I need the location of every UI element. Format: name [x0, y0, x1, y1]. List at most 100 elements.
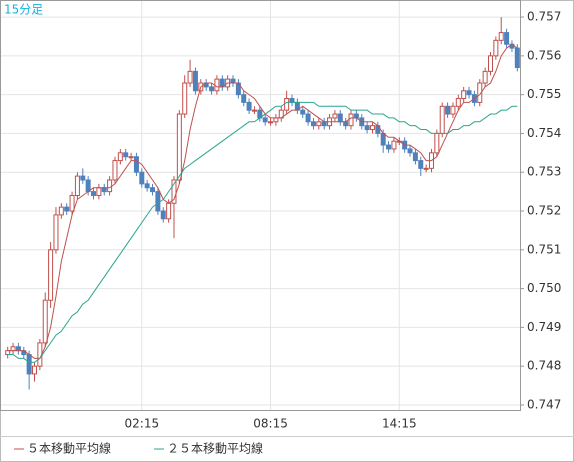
candle-body	[455, 98, 461, 107]
legend-label: ５本移動平均線	[27, 441, 111, 456]
candle-body	[412, 152, 418, 162]
y-tick-label: 0.751	[527, 242, 561, 256]
candle-body	[209, 86, 215, 92]
candle-body	[407, 148, 413, 154]
candle-body	[230, 78, 236, 84]
candle-body	[348, 113, 354, 127]
candle-body	[166, 202, 172, 220]
candle-body	[58, 206, 64, 216]
candle-body	[310, 121, 316, 127]
candle-body	[80, 175, 86, 181]
candle-body	[305, 113, 311, 123]
candle-body	[48, 249, 54, 301]
candle-body	[101, 187, 107, 193]
candle-body	[112, 160, 118, 181]
candle-body	[466, 90, 472, 96]
candle-body	[332, 113, 338, 119]
candle-body	[461, 90, 467, 100]
plot-frame	[0, 0, 521, 411]
candle-body	[241, 94, 247, 103]
candle-body	[423, 167, 429, 170]
candle-body	[273, 117, 279, 123]
candle-body	[69, 194, 75, 212]
candle-body	[262, 117, 268, 123]
candle-body	[91, 191, 97, 196]
candle-body	[155, 191, 161, 212]
candle-body	[5, 350, 11, 356]
candle-body	[434, 132, 440, 154]
candle-body	[139, 171, 145, 185]
candle-body	[150, 187, 156, 193]
candle-body	[10, 346, 16, 352]
candle-body	[477, 82, 483, 103]
candle-body	[289, 98, 295, 103]
candle-body	[214, 78, 220, 92]
candle-body	[369, 125, 375, 131]
y-tick-label: 0.752	[527, 204, 561, 218]
candle-body	[439, 105, 445, 134]
candle-body	[450, 105, 456, 115]
candle-body	[53, 214, 59, 251]
candle-body	[144, 183, 150, 189]
candle-body	[251, 109, 257, 112]
y-tick-label: 0.754	[527, 126, 561, 140]
candle-body	[42, 299, 48, 344]
candle-body	[64, 206, 70, 212]
y-tick-label: 0.748	[527, 359, 561, 373]
candle-body	[284, 98, 290, 111]
candle-body	[364, 125, 370, 131]
candle-body	[107, 179, 113, 193]
candle-body	[493, 39, 499, 57]
y-tick-label: 0.753	[527, 165, 561, 179]
candle-body	[133, 156, 139, 173]
candle-body	[160, 210, 166, 220]
candle-body	[128, 156, 134, 159]
y-tick-label: 0.747	[527, 397, 561, 411]
candle-body	[482, 70, 488, 84]
candle-body	[386, 144, 392, 150]
candle-body	[321, 121, 327, 127]
candle-body	[171, 179, 177, 204]
candle-body	[418, 160, 424, 169]
candle-body	[316, 121, 322, 127]
candle-body	[445, 105, 451, 115]
candle-body	[192, 70, 198, 92]
candle-body	[487, 55, 493, 72]
moving-average-line	[7, 101, 518, 363]
plot-area	[0, 0, 520, 410]
candle-body	[498, 32, 504, 41]
candle-body	[74, 175, 80, 196]
candle-body	[85, 179, 91, 193]
candle-body	[26, 354, 32, 375]
chart-title: 15分足	[4, 3, 43, 17]
x-tick-label: 02:15	[125, 417, 160, 431]
y-tick-label: 0.757	[527, 10, 561, 24]
y-tick-label: 0.749	[527, 320, 561, 334]
candle-body	[246, 101, 252, 111]
x-tick-label: 14:15	[382, 417, 417, 431]
candle-body	[176, 113, 182, 181]
candle-body	[32, 365, 38, 375]
x-tick-label: 08:15	[253, 417, 288, 431]
y-tick-label: 0.756	[527, 48, 561, 62]
candle-body	[514, 47, 520, 68]
y-tick-label: 0.750	[527, 281, 561, 295]
candle-body	[353, 113, 359, 119]
candle-body	[96, 187, 102, 196]
candle-body	[504, 32, 510, 45]
candle-body	[391, 140, 397, 150]
y-tick-label: 0.755	[527, 87, 561, 101]
candle-body	[123, 152, 129, 158]
candle-body	[300, 109, 306, 115]
candle-body	[182, 82, 188, 115]
candle-body	[15, 346, 21, 352]
candle-body	[117, 152, 123, 162]
candle-body	[343, 121, 349, 127]
candle-body	[380, 132, 386, 146]
moving-average-line	[7, 43, 518, 359]
candle-body	[337, 113, 343, 123]
legend-label: ２５本移動平均線	[167, 441, 263, 456]
candle-body	[268, 121, 274, 124]
